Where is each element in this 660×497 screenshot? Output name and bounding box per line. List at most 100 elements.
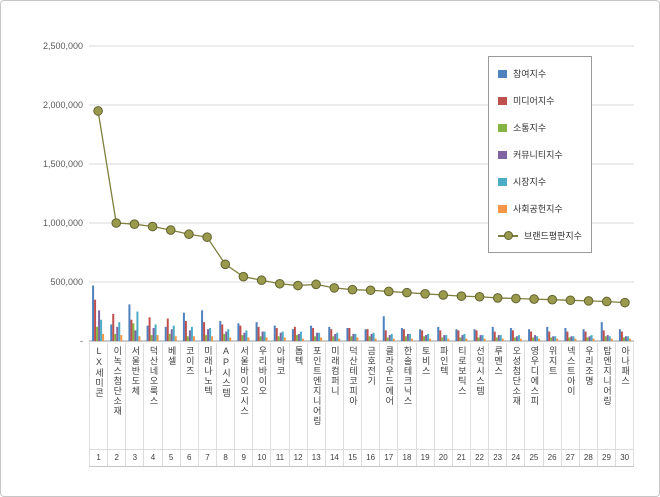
bar [116, 326, 119, 341]
bar [384, 330, 387, 341]
bar [620, 331, 623, 341]
bar [515, 336, 518, 341]
bar [279, 332, 282, 341]
y-axis-label: 500,000 [50, 277, 83, 287]
bar [346, 328, 349, 341]
x-axis-rank: 30 [616, 450, 635, 466]
x-axis-category-label: 덕산테코피아 [344, 343, 363, 449]
bar [479, 335, 482, 341]
bar [511, 330, 514, 341]
x-axis-category-label: 아나패스 [616, 343, 635, 449]
brand-index-marker [438, 290, 449, 300]
legend: 참여지수 미디어지수 소통지수 커뮤니티지수 시장지수 사회공헌지수 브랜드평판지수 [488, 56, 592, 253]
bar [219, 320, 222, 341]
bar [372, 332, 375, 341]
x-axis-rank: 24 [507, 450, 526, 466]
x-axis-rank: 10 [253, 450, 272, 466]
bar [388, 335, 391, 341]
bar [463, 333, 466, 341]
bar [138, 336, 141, 341]
bar [245, 330, 248, 341]
bar [461, 335, 464, 341]
brand-index-marker [184, 229, 194, 240]
bar [491, 326, 494, 341]
bar [538, 338, 541, 341]
x-axis-rank: 11 [271, 450, 290, 466]
x-axis-category-label: 티로보틱스 [453, 343, 471, 449]
bar [186, 336, 189, 341]
bar [554, 336, 557, 341]
x-axis-category-label: 탑엔지니어링 [598, 343, 617, 449]
bar [425, 335, 428, 341]
category-label-text: 아바코 [275, 346, 286, 376]
brand-index-marker [311, 279, 321, 290]
bar [354, 333, 357, 341]
brand-index-marker [147, 221, 158, 232]
bar [96, 326, 99, 341]
legend-label: 사회공헌지수 [513, 204, 563, 214]
category-label-text: 위지트 [547, 346, 558, 376]
bar [92, 285, 95, 341]
x-axis-category-label: 넥스트아이 [562, 343, 580, 449]
y-axis-label: - [80, 336, 83, 346]
bar [259, 336, 262, 341]
bar [291, 329, 294, 341]
x-axis-rank: 14 [326, 450, 344, 466]
legend-label: 브랜드평판지수 [524, 231, 582, 241]
x-axis-category-label: 톱텍 [290, 343, 308, 449]
bar [457, 330, 460, 341]
x-axis-category-label: 포인트엔지니어링 [308, 343, 326, 449]
category-label-text: 서울반도체 [130, 346, 141, 396]
category-label-text: 토비스 [420, 346, 431, 376]
legend-item: 커뮤니티지수 [498, 148, 582, 161]
bar [437, 326, 440, 341]
bar [223, 333, 226, 341]
legend-item: 사회공헌지수 [498, 202, 582, 215]
bar [154, 324, 157, 341]
bar [534, 335, 537, 341]
bar [182, 312, 185, 341]
x-axis-labels: LX세미콘 이녹스첨단소재 서울반도체 덕산네오룩스 베셀 코이즈 미래나노텍 AP시스템 서울… [89, 343, 635, 449]
brand-index-marker [93, 106, 103, 116]
bar [546, 326, 549, 341]
category-label-text: 선익시스템 [475, 346, 486, 396]
x-axis-rank: 19 [417, 450, 435, 466]
bar [588, 336, 591, 341]
bar [610, 338, 613, 341]
bar [400, 328, 403, 341]
x-axis-category-label: 영우디에스피 [525, 343, 544, 449]
bar [227, 329, 230, 341]
bar [382, 316, 385, 341]
x-axis-category-label: 토비스 [417, 343, 435, 449]
bar [493, 331, 496, 341]
bar [301, 338, 304, 341]
legend-line-marker-icon [498, 231, 518, 240]
brand-index-marker [565, 295, 576, 306]
brand-index-marker [547, 294, 558, 305]
bar [528, 329, 531, 341]
brand-index-marker [420, 289, 430, 299]
bar [386, 337, 389, 341]
x-axis-rank: 15 [344, 450, 363, 466]
bar [273, 325, 276, 341]
x-axis-category-label: LX세미콘 [90, 343, 109, 449]
bar [364, 329, 367, 341]
bar [134, 330, 137, 341]
y-axis-label: 1,000,000 [42, 218, 83, 228]
bar [334, 333, 337, 341]
bar [241, 335, 244, 341]
x-axis-rank: 23 [489, 450, 508, 466]
category-label-text: 파인텍 [438, 346, 449, 376]
bar [247, 337, 250, 341]
category-label-text: 금호전기 [366, 346, 377, 386]
bar [316, 332, 319, 341]
legend-label: 커뮤니티지수 [513, 150, 563, 160]
x-axis-rank: 7 [199, 450, 217, 466]
x-axis-rank-numbers: 1 2 3 4 5 6 7 8 9 10 11 12 13 14 15 16 17 18 19 20 21 22 23 24 2… [89, 449, 635, 467]
brand-index-marker [492, 293, 503, 303]
bar [237, 323, 240, 341]
brand-index-marker [347, 284, 358, 295]
x-axis-category-label: 선익시스템 [471, 343, 490, 449]
bar [255, 322, 258, 341]
bar [152, 328, 155, 341]
